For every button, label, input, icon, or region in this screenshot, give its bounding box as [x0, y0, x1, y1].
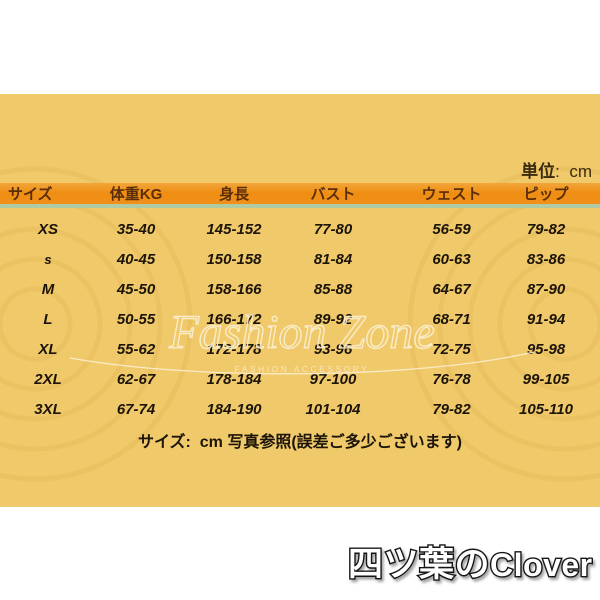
svg-text:Fashion Zone: Fashion Zone: [168, 306, 434, 359]
svg-text:FASHION ACCESSORY: FASHION ACCESSORY: [235, 364, 370, 374]
svg-text:四ツ葉のClover: 四ツ葉のClover: [348, 545, 593, 584]
